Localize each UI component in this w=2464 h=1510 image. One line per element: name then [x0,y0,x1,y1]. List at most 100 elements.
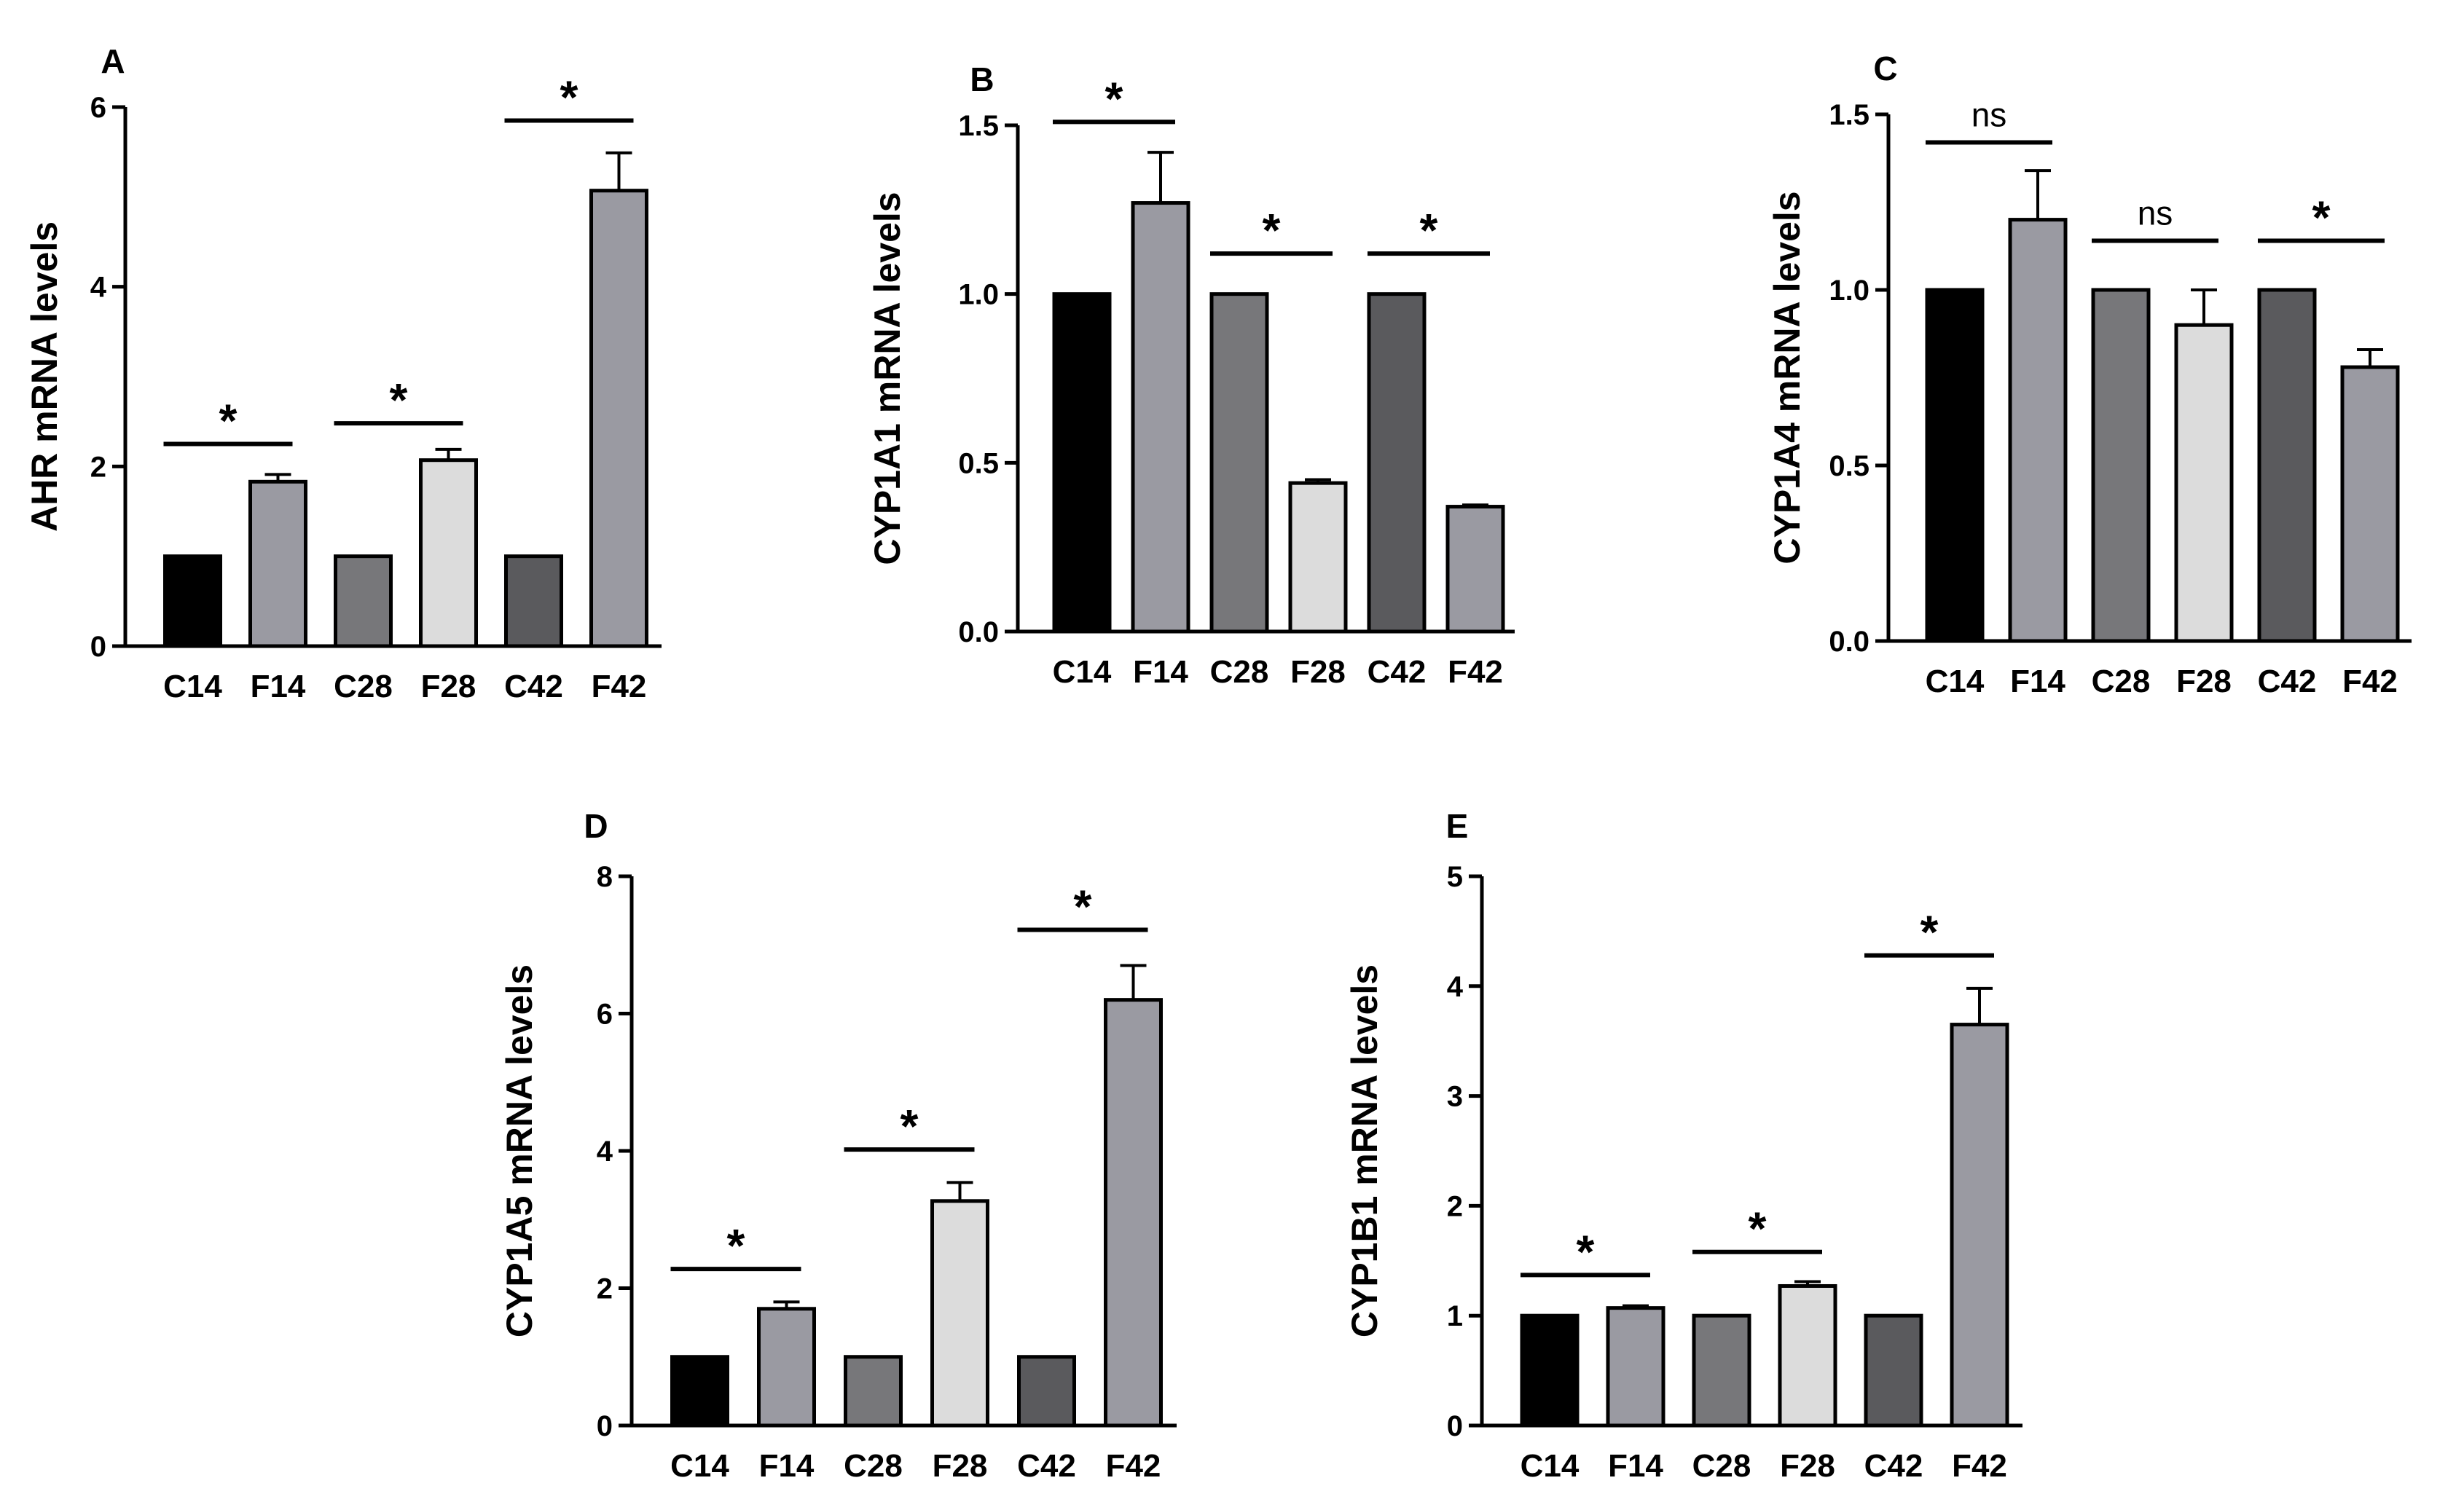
bar-d-f28 [930,1199,989,1428]
x-tick-label-a: C28 [334,669,393,704]
x-tick-label-c: F42 [2342,664,2398,699]
bar-c-c14 [1925,288,1985,643]
bar-b-c28 [1209,292,1269,634]
y-tick-label-b: 1.0 [958,279,999,311]
panel-label-e: E [1446,807,1469,845]
bar-a-c28 [334,554,393,648]
panel-label-b: B [970,60,994,98]
y-axis-title-b: CYP1A1 mRNA levels [867,192,908,565]
y-tick-label-a: 4 [90,272,107,304]
x-tick-label-d: F28 [933,1448,988,1484]
y-tick-label-e: 0 [1447,1410,1463,1442]
bar-c-f28 [2174,323,2234,643]
y-tick-label-c: 1.5 [1829,99,1869,131]
significance-label-c: ns [1971,96,2007,134]
x-tick-label-a: F14 [251,669,306,704]
bar-a-f42 [589,189,648,648]
x-tick-label-c: C28 [2092,664,2151,699]
bar-b-f42 [1445,505,1505,634]
y-tick-label-b: 0.5 [958,447,999,479]
x-tick-label-e: F42 [1952,1448,2007,1484]
x-tick-label-c: F14 [2010,664,2065,699]
bar-e-c14 [1520,1313,1580,1428]
significance-label-c: * [2312,192,2331,244]
y-tick-label-a: 2 [90,451,106,483]
x-tick-label-b: C28 [1210,654,1269,690]
x-tick-label-e: C28 [1692,1448,1751,1484]
panel-label-d: D [584,807,608,845]
x-tick-label-e: F14 [1608,1448,1663,1484]
bar-e-f28 [1778,1283,1837,1428]
significance-label-a: * [560,71,578,124]
bar-e-c28 [1692,1313,1751,1428]
x-tick-label-b: F28 [1290,654,1346,690]
x-tick-label-b: F42 [1448,654,1503,690]
x-tick-label-a: F42 [592,669,647,704]
bar-b-c14 [1052,292,1112,634]
bar-b-c42 [1367,292,1427,634]
x-tick-label-b: C14 [1053,654,1112,690]
x-tick-label-d: C14 [670,1448,729,1484]
x-tick-label-a: F28 [421,669,476,704]
bar-d-f42 [1104,998,1163,1428]
x-tick-label-b: C42 [1368,654,1427,690]
significance-label-a: * [219,395,238,447]
significance-label-e: * [1749,1203,1767,1255]
bar-a-c42 [504,554,563,648]
y-tick-label-d: 4 [597,1136,613,1168]
bar-b-f14 [1131,201,1190,634]
x-tick-label-c: C14 [1926,664,1985,699]
y-tick-label-d: 8 [597,861,613,893]
significance-label-a: * [390,374,408,426]
y-tick-label-d: 2 [597,1273,613,1305]
bar-e-c42 [1864,1313,1923,1428]
y-tick-label-c: 0.0 [1829,626,1869,658]
y-tick-label-e: 4 [1447,971,1464,1003]
y-tick-label-a: 0 [90,631,106,663]
x-tick-label-c: F28 [2176,664,2232,699]
x-tick-label-a: C14 [163,669,222,704]
significance-label-e: * [1577,1225,1595,1278]
bar-c-c28 [2091,288,2151,643]
x-tick-label-b: F14 [1133,654,1188,690]
bar-a-f28 [419,458,478,648]
bar-c-f14 [2008,218,2068,643]
bar-d-c42 [1017,1355,1076,1428]
y-tick-label-c: 0.5 [1829,450,1869,482]
bar-a-f14 [248,479,307,648]
y-tick-label-e: 1 [1447,1300,1463,1332]
x-tick-label-c: C42 [2258,664,2317,699]
x-tick-label-e: F28 [1780,1448,1835,1484]
significance-label-c: ns [2138,194,2173,232]
bar-c-f42 [2340,365,2400,643]
y-tick-label-c: 1.0 [1829,275,1869,307]
significance-label-d: * [901,1100,919,1152]
bar-b-f28 [1288,481,1348,634]
bar-a-c14 [163,554,222,648]
y-tick-label-b: 1.5 [958,110,999,142]
y-tick-label-e: 5 [1447,861,1463,893]
y-tick-label-d: 6 [597,999,613,1031]
y-axis-title-a: AHR mRNA levels [24,221,65,532]
x-tick-label-a: C42 [504,669,563,704]
significance-label-b: * [1105,72,1123,125]
significance-label-d: * [727,1219,745,1272]
bar-d-f14 [757,1307,816,1428]
bar-d-c14 [670,1355,729,1428]
y-tick-label-a: 6 [90,92,106,124]
significance-label-e: * [1920,906,1939,959]
bar-c-c42 [2257,288,2317,643]
bar-e-f42 [1950,1023,2009,1428]
significance-label-b: * [1420,204,1438,256]
x-tick-label-d: F42 [1106,1448,1161,1484]
bar-d-c28 [844,1355,903,1428]
y-axis-title-e: CYP1B1 mRNA levels [1344,964,1385,1337]
x-tick-label-e: C42 [1864,1448,1923,1484]
y-tick-label-e: 2 [1447,1190,1463,1222]
x-tick-label-d: C42 [1017,1448,1076,1484]
bar-e-f14 [1606,1306,1665,1428]
significance-label-b: * [1263,204,1281,256]
x-tick-label-e: C14 [1521,1448,1580,1484]
x-tick-label-d: F14 [759,1448,815,1484]
